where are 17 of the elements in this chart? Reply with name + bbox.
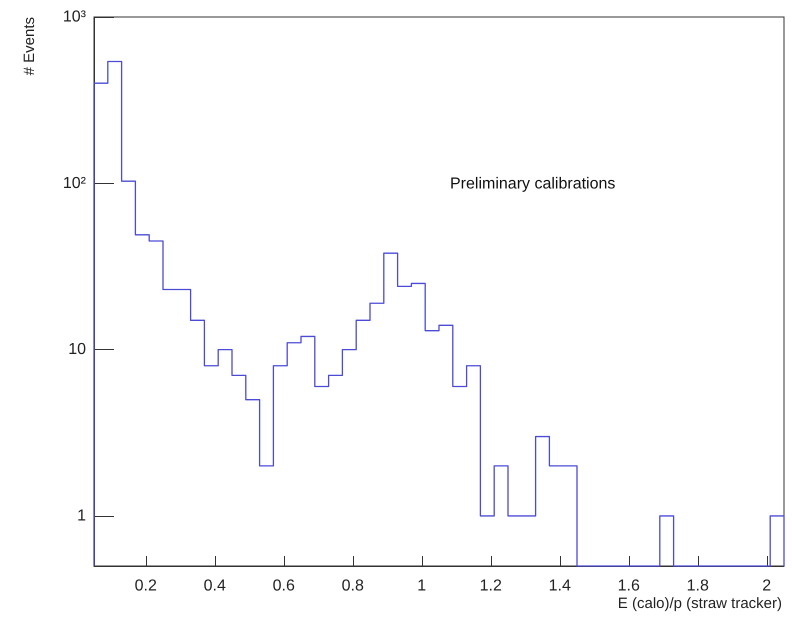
x-tick-label: 2 (762, 578, 772, 594)
x-tick-label: 0.6 (272, 578, 295, 594)
x-tick-label: 0.2 (134, 578, 157, 594)
x-tick-label: 0.4 (204, 578, 226, 594)
y-tick-label: 10 (68, 341, 86, 358)
y-tick-label: 10³ (62, 8, 87, 26)
y-axis-title: # Events (21, 17, 38, 76)
y-tick-label: 10² (62, 174, 87, 192)
x-tick-label: 1.8 (686, 578, 709, 594)
y-tick-label: 1 (77, 507, 86, 524)
annotation: Preliminary calibrations (450, 176, 616, 192)
x-tick-label: 1.4 (548, 578, 571, 594)
x-tick-label: 1.2 (480, 578, 502, 594)
x-tick-label: 1 (417, 578, 426, 594)
x-tick-label: 1.6 (618, 578, 640, 594)
x-axis-title: E (calo)/p (straw tracker) (618, 595, 782, 612)
x-tick-label: 0.8 (342, 578, 364, 594)
